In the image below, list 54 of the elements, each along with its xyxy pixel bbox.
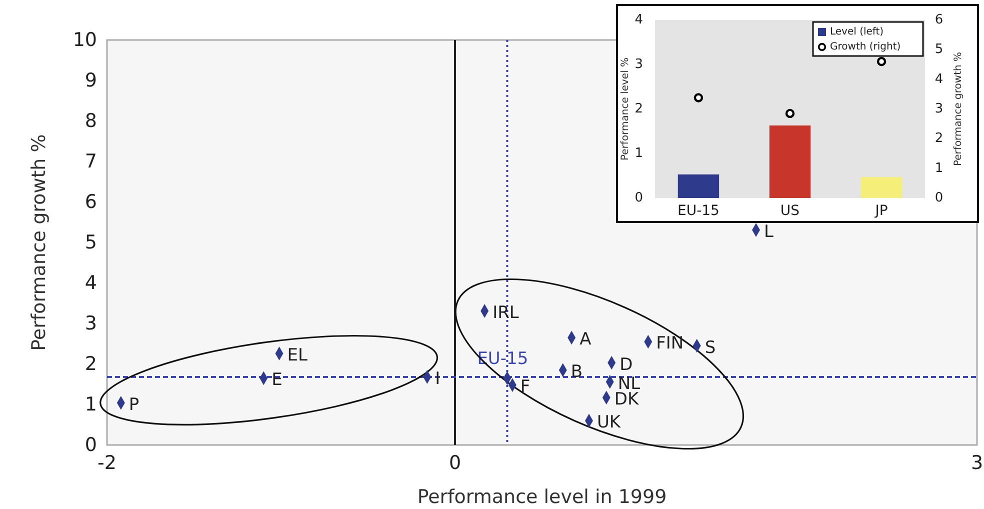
annotation: S <box>704 338 716 358</box>
annotation: A <box>580 330 592 350</box>
y-tick-label: 7 <box>84 150 97 172</box>
annotation: I <box>435 368 440 389</box>
y-tick-label: 5 <box>84 232 97 254</box>
x-tick-label: 3 <box>970 452 984 474</box>
y-tick-label: 4 <box>634 12 643 28</box>
y2-tick-label: 0 <box>934 190 944 206</box>
y2-tick-label: 5 <box>934 42 944 58</box>
point <box>694 93 704 102</box>
y-tick-label: 6 <box>84 191 97 213</box>
y-tick-label: 4 <box>84 272 97 294</box>
y-axis-title: Performance growth % <box>28 134 50 351</box>
y-tick-label: 2 <box>84 353 97 375</box>
x-tick-label: 0 <box>448 452 462 474</box>
x-tick-label: US <box>780 203 800 219</box>
y-tick-label: 0 <box>84 434 97 456</box>
point <box>876 56 886 66</box>
y2-tick-label: 6 <box>934 12 944 28</box>
annotation: UK <box>596 412 622 433</box>
y-tick-label: 0 <box>634 190 643 206</box>
annotation: P <box>128 394 140 415</box>
y2-tick-label: 4 <box>934 72 944 87</box>
annotation: FIN <box>656 334 684 354</box>
annotation: EL <box>287 345 308 366</box>
y-axis-title: Performance level % <box>620 57 631 161</box>
y-tick-label: 1 <box>84 394 97 416</box>
x-axis-title: Performance level in 1999 <box>417 486 667 508</box>
bar <box>860 177 902 198</box>
x-tick-label: EU-15 <box>677 203 720 219</box>
annotation: F <box>520 377 530 398</box>
y2-tick-label: 3 <box>934 102 944 116</box>
bar <box>678 174 720 198</box>
y-tick-label: 1 <box>634 146 643 161</box>
y-tick-label: 2 <box>634 102 643 116</box>
y-tick-label: 10 <box>72 29 97 51</box>
point <box>785 108 795 118</box>
y2-tick-label: 1 <box>934 160 944 176</box>
legend-label: Level (left) <box>830 26 884 38</box>
x-tick-label: -2 <box>98 452 116 474</box>
annotation: L <box>764 222 774 242</box>
y-tick-label: 8 <box>84 110 97 132</box>
y-tick-label: 3 <box>84 312 97 334</box>
y-tick-label: 9 <box>84 70 97 92</box>
annotation: E <box>272 370 282 390</box>
y2-axis-title: Performance growth % <box>953 52 964 166</box>
bar <box>769 125 811 198</box>
x-tick-label: JP <box>874 203 888 219</box>
legend-label: Growth (right) <box>830 42 901 52</box>
y-tick-label: 3 <box>634 57 643 72</box>
y2-tick-label: 2 <box>934 131 944 146</box>
annotation: DK <box>614 390 640 410</box>
annotation: D <box>620 354 633 375</box>
annotation: IRL <box>492 302 520 323</box>
